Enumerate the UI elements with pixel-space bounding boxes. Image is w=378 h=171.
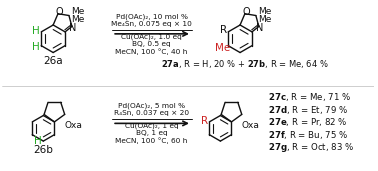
Text: N: N bbox=[69, 23, 77, 34]
Text: $\mathbf{27g}$, R = Oct, 83 %: $\mathbf{27g}$, R = Oct, 83 % bbox=[268, 141, 354, 154]
Text: O: O bbox=[242, 7, 250, 17]
Text: $\mathbf{27d}$, R = Et, 79 %: $\mathbf{27d}$, R = Et, 79 % bbox=[268, 104, 348, 116]
Text: N: N bbox=[256, 23, 263, 34]
Text: $\mathbf{27c}$, R = Me, 71 %: $\mathbf{27c}$, R = Me, 71 % bbox=[268, 91, 351, 103]
Text: Me: Me bbox=[215, 43, 230, 53]
Text: Me: Me bbox=[258, 15, 271, 24]
Text: Pd(OAc)₂, 10 mol %
Me₄Sn, 0.075 eq × 10: Pd(OAc)₂, 10 mol % Me₄Sn, 0.075 eq × 10 bbox=[111, 13, 192, 27]
Text: R: R bbox=[220, 25, 227, 35]
Text: $\mathbf{27a}$, R = H, 20 % + $\mathbf{27b}$, R = Me, 64 %: $\mathbf{27a}$, R = H, 20 % + $\mathbf{2… bbox=[161, 58, 329, 70]
Text: Oxa: Oxa bbox=[64, 121, 82, 130]
Text: Me: Me bbox=[71, 7, 85, 16]
Text: O: O bbox=[55, 7, 63, 17]
Text: Pd(OAc)₂, 5 mol %
R₄Sn, 0.037 eq × 20: Pd(OAc)₂, 5 mol % R₄Sn, 0.037 eq × 20 bbox=[114, 103, 189, 116]
Text: H: H bbox=[34, 136, 41, 146]
Text: H: H bbox=[33, 42, 40, 52]
Text: Me: Me bbox=[258, 7, 271, 16]
Text: Oxa: Oxa bbox=[241, 121, 259, 130]
Text: $\mathbf{27e}$, R = Pr, 82 %: $\mathbf{27e}$, R = Pr, 82 % bbox=[268, 116, 347, 128]
Text: $\mathbf{27f}$, R = Bu, 75 %: $\mathbf{27f}$, R = Bu, 75 % bbox=[268, 129, 348, 141]
Text: H: H bbox=[33, 26, 40, 36]
Text: Cu(OAc)₂, 1.0 eq
BQ, 0.5 eq
MeCN, 100 °C, 40 h: Cu(OAc)₂, 1.0 eq BQ, 0.5 eq MeCN, 100 °C… bbox=[115, 34, 188, 55]
Text: Me: Me bbox=[71, 15, 85, 24]
Text: 26a: 26a bbox=[43, 56, 63, 66]
Text: 26b: 26b bbox=[33, 145, 53, 155]
Text: Cu(OAc)₂, 1 eq
BQ, 1 eq
MeCN, 100 °C, 60 h: Cu(OAc)₂, 1 eq BQ, 1 eq MeCN, 100 °C, 60… bbox=[115, 123, 188, 144]
Text: R: R bbox=[201, 116, 208, 126]
